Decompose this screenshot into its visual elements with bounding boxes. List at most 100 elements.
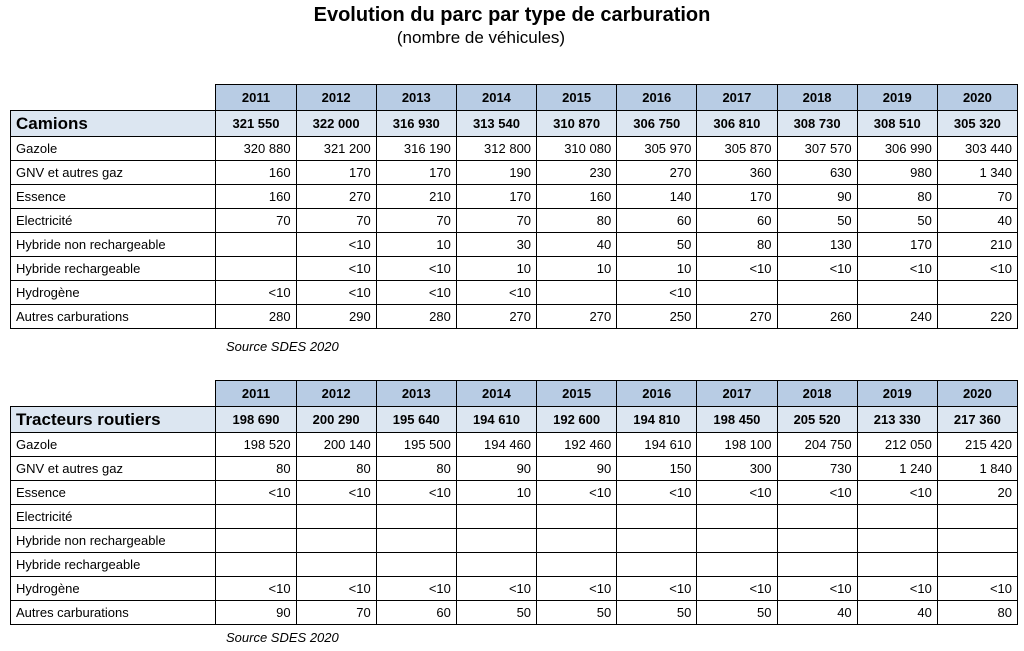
- year-header: 2016: [616, 84, 698, 111]
- row-label: Essence: [9, 184, 217, 209]
- total-cell: 200 290: [295, 406, 377, 433]
- value-cell: <10: [375, 256, 457, 281]
- value-cell: 140: [616, 184, 698, 209]
- year-header: 2018: [776, 380, 858, 407]
- value-cell: [295, 528, 377, 553]
- total-cell: 322 000: [295, 110, 377, 137]
- value-cell: 215 420: [936, 432, 1019, 457]
- value-cell: [536, 280, 618, 305]
- value-cell: <10: [616, 576, 698, 601]
- year-header: 2014: [455, 84, 538, 111]
- value-cell: 305 870: [696, 136, 778, 161]
- table-row: Essence <10 <10 <10 10 <10 <10 <10 <10 <10 20: [9, 480, 1019, 505]
- value-cell: [375, 504, 457, 529]
- value-cell: <10: [215, 280, 297, 305]
- value-cell: 80: [375, 456, 457, 481]
- value-cell: [375, 528, 457, 553]
- value-cell: <10: [856, 256, 938, 281]
- value-cell: 90: [536, 456, 618, 481]
- year-header: 2015: [536, 380, 618, 407]
- value-cell: 170: [455, 184, 538, 209]
- value-cell: [776, 528, 858, 553]
- value-cell: [936, 280, 1019, 305]
- source-note-tracteurs: Source SDES 2020: [226, 630, 339, 645]
- table-row: GNV et autres gaz 80 80 80 90 90 150 300 730 1 24…: [9, 456, 1019, 481]
- total-cell: 217 360: [936, 406, 1019, 433]
- value-cell: 10: [455, 256, 538, 281]
- total-cell: 305 320: [936, 110, 1019, 137]
- value-cell: 200 140: [295, 432, 377, 457]
- value-cell: [616, 552, 698, 577]
- row-label: GNV et autres gaz: [9, 160, 217, 185]
- row-label: Hybride non rechargeable: [9, 528, 217, 553]
- table-row: Electricité: [9, 504, 1019, 529]
- total-cell: 194 810: [616, 406, 698, 433]
- value-cell: 10: [536, 256, 618, 281]
- table-row: Hybride non rechargeable <10 10 30 40 50 80 130…: [9, 232, 1019, 257]
- value-cell: 194 610: [616, 432, 698, 457]
- category-title: Tracteurs routiers: [9, 406, 217, 433]
- value-cell: [536, 504, 618, 529]
- value-cell: 60: [616, 208, 698, 233]
- value-cell: 50: [696, 600, 778, 625]
- value-cell: <10: [856, 576, 938, 601]
- value-cell: 50: [776, 208, 858, 233]
- value-cell: 212 050: [856, 432, 938, 457]
- value-cell: 190: [455, 160, 538, 185]
- value-cell: 40: [776, 600, 858, 625]
- value-cell: [455, 528, 538, 553]
- table-camions: 2011 2012 2013 2014 2015 2016 2017 2018 2019 2020…: [9, 84, 1019, 329]
- value-cell: [295, 552, 377, 577]
- value-cell: 90: [215, 600, 297, 625]
- value-cell: [215, 552, 297, 577]
- value-cell: 40: [936, 208, 1019, 233]
- value-cell: 10: [616, 256, 698, 281]
- year-header: 2020: [936, 84, 1019, 111]
- value-cell: 90: [776, 184, 858, 209]
- total-cell: 192 600: [536, 406, 618, 433]
- value-cell: 170: [295, 160, 377, 185]
- value-cell: 70: [375, 208, 457, 233]
- value-cell: 250: [616, 304, 698, 329]
- value-cell: 80: [936, 600, 1019, 625]
- value-cell: 170: [696, 184, 778, 209]
- value-cell: <10: [375, 480, 457, 505]
- value-cell: [936, 504, 1019, 529]
- table-row: Hybride non rechargeable: [9, 528, 1019, 553]
- total-cell: 198 450: [696, 406, 778, 433]
- row-label: Electricité: [9, 504, 217, 529]
- value-cell: 70: [215, 208, 297, 233]
- row-label: Hydrogène: [9, 576, 217, 601]
- value-cell: 303 440: [936, 136, 1019, 161]
- value-cell: [856, 528, 938, 553]
- header-corner: [11, 85, 216, 111]
- row-label: Gazole: [9, 432, 217, 457]
- value-cell: 1 340: [936, 160, 1019, 185]
- value-cell: [215, 256, 297, 281]
- value-cell: 70: [455, 208, 538, 233]
- total-cell: 306 810: [696, 110, 778, 137]
- row-label: Gazole: [9, 136, 217, 161]
- value-cell: 290: [295, 304, 377, 329]
- value-cell: [776, 280, 858, 305]
- total-cell: 308 510: [856, 110, 938, 137]
- value-cell: 70: [936, 184, 1019, 209]
- value-cell: [936, 552, 1019, 577]
- value-cell: <10: [856, 480, 938, 505]
- value-cell: 50: [616, 232, 698, 257]
- value-cell: 170: [856, 232, 938, 257]
- value-cell: [215, 504, 297, 529]
- value-cell: 312 800: [455, 136, 538, 161]
- row-label: Hybride rechargeable: [9, 256, 217, 281]
- value-cell: 307 570: [776, 136, 858, 161]
- value-cell: 270: [616, 160, 698, 185]
- value-cell: 270: [696, 304, 778, 329]
- value-cell: <10: [215, 480, 297, 505]
- year-header: 2012: [295, 84, 377, 111]
- value-cell: <10: [215, 576, 297, 601]
- value-cell: 270: [455, 304, 538, 329]
- table-row: Hydrogène <10 <10 <10 <10 <10 <10 <10 <10 <10 <10: [9, 576, 1019, 601]
- year-header: 2018: [776, 84, 858, 111]
- year-header: 2017: [696, 84, 778, 111]
- year-header: 2017: [696, 380, 778, 407]
